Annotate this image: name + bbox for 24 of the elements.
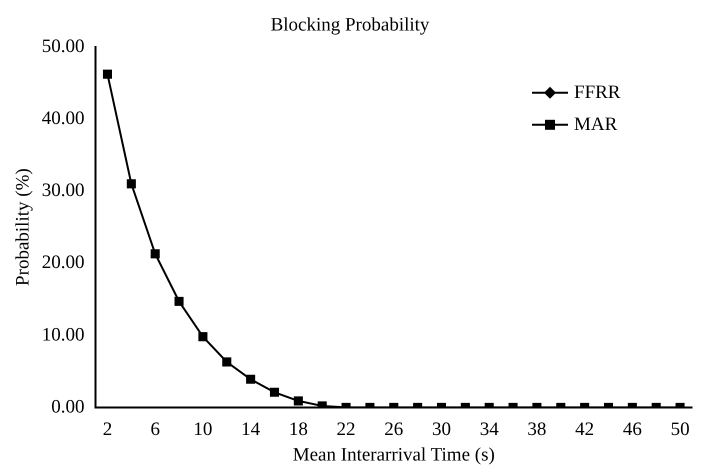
legend-label: FFRR [574,82,621,103]
y-tick-label: 0.00 [51,396,85,418]
y-tick-label: 40.00 [42,108,85,129]
y-tick-label: 30.00 [42,180,85,202]
x-tick-label: 50 [670,418,690,440]
y-tick-label: 50.00 [42,36,85,57]
legend-label: MAR [574,114,618,135]
x-tick-label: 30 [432,418,451,440]
x-tick-label: 6 [150,418,160,440]
x-tick-label: 38 [527,418,546,440]
y-tick-label: 20.00 [42,252,85,274]
x-tick-label: 22 [336,418,356,440]
x-tick-label: 42 [575,418,594,440]
chart-title: Blocking Probability [270,14,430,36]
x-tick-label: 10 [193,418,212,440]
y-axis-title: Probability (%) [12,168,34,286]
x-tick-label: 2 [102,418,112,440]
x-tick-label: 26 [384,418,404,440]
x-tick-label: 34 [480,418,500,440]
x-tick-label: 18 [288,418,308,440]
y-tick-label: 10.00 [42,324,85,346]
x-axis-title: Mean Interarrival Time (s) [292,444,495,466]
x-tick-label: 46 [622,418,642,440]
x-tick-label: 14 [241,418,261,440]
